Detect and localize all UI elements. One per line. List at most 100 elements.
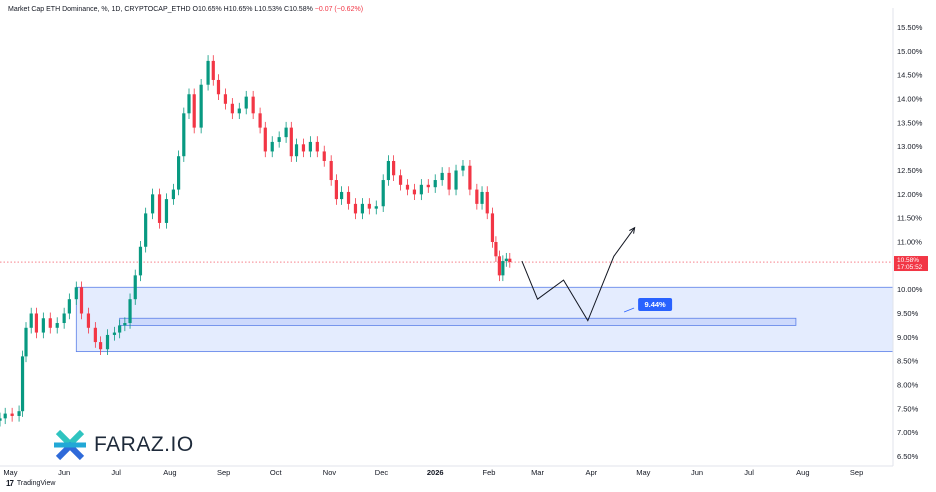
x-tick-label: May <box>3 468 17 477</box>
y-tick-label: 15.50% <box>897 23 923 32</box>
candle-body <box>105 334 110 350</box>
x-tick-label: Aug <box>796 468 809 477</box>
candle-body <box>392 160 396 176</box>
y-tick-label: 13.50% <box>897 118 923 127</box>
y-tick-label: 14.50% <box>897 71 923 80</box>
candle-body <box>177 156 181 190</box>
x-tick-label: Feb <box>483 468 496 477</box>
candle-body <box>461 165 465 171</box>
candle-body <box>381 180 385 207</box>
candle-body <box>98 342 103 350</box>
candle-body <box>3 413 7 419</box>
y-tick-label: 10.00% <box>897 285 923 294</box>
candle-body <box>263 127 267 152</box>
candle-body <box>211 60 215 80</box>
demand-zone-group <box>0 261 894 353</box>
candle-body <box>157 194 162 223</box>
candle-body <box>86 313 91 328</box>
x-tick-label: Oct <box>270 468 283 477</box>
candle-body <box>123 323 127 326</box>
candle-body <box>501 261 505 276</box>
candle-body <box>223 94 228 104</box>
candle-body <box>164 199 169 223</box>
candle-body <box>405 184 410 190</box>
projection-arrowhead <box>629 226 636 234</box>
candle-body <box>206 60 210 85</box>
candle-body <box>79 287 84 314</box>
candle-body <box>277 137 281 142</box>
candle-body <box>289 127 293 157</box>
y-tick-label: 7.00% <box>897 428 919 437</box>
x-tick-label: May <box>636 468 650 477</box>
candle-body <box>62 313 66 324</box>
x-tick-label: Jul <box>744 468 754 477</box>
candle-body <box>138 246 143 276</box>
x-tick-label: Dec <box>375 468 389 477</box>
candle-body <box>294 144 299 157</box>
candle-body <box>386 160 391 181</box>
candle-body <box>398 175 403 185</box>
x-tick-label: Apr <box>585 468 597 477</box>
candle-body <box>150 194 155 214</box>
y-tick-label: 12.50% <box>897 166 923 175</box>
price-badge-countdown: 17:05:52 <box>897 264 923 271</box>
candle-body <box>171 189 175 200</box>
candle-body <box>440 172 444 181</box>
y-tick-label: 11.50% <box>897 214 922 223</box>
candle-body <box>433 180 437 188</box>
high-value: H10.65% <box>223 6 253 13</box>
candle-body <box>270 141 274 152</box>
candle-body <box>10 413 14 416</box>
y-tick-label: 9.00% <box>897 333 919 342</box>
candle-body <box>353 203 358 214</box>
candles-group <box>0 55 512 427</box>
candle-body <box>199 84 203 128</box>
y-tick-label: 9.50% <box>897 309 919 318</box>
candle-body <box>490 213 495 242</box>
candle-body <box>322 151 326 161</box>
projection-path <box>521 227 636 322</box>
symbol-legend[interactable]: Market Cap ETH Dominance, %, 1D, CRYPTOC… <box>8 6 363 13</box>
x-tick-label: Jun <box>691 468 703 477</box>
candle-body <box>360 203 365 214</box>
watermark-text: FARAZ.IO <box>94 433 194 456</box>
price-badge-value: 10.58% <box>897 257 919 264</box>
annotation-badge <box>638 297 673 311</box>
y-tick-label: 12.00% <box>897 190 923 199</box>
candle-body <box>29 313 33 328</box>
candle-body <box>412 189 417 195</box>
candle-body <box>419 184 423 195</box>
low-value: L10.53% <box>254 6 283 13</box>
candle-body <box>426 184 430 188</box>
y-tick-label: 11.00% <box>897 238 922 247</box>
candle-body <box>339 191 344 200</box>
inner-zone <box>119 317 797 326</box>
candle-body <box>182 113 186 157</box>
axes-group: 15.50% 15.00% 14.50% 14.00% 13.50% 13.00% 12.5… <box>0 8 928 477</box>
tradingview-brand[interactable]: 17 TradingView <box>6 479 55 488</box>
candle-body <box>93 327 97 343</box>
candle-body <box>41 318 45 333</box>
candle-body <box>258 113 262 128</box>
tradingview-label: TradingView <box>16 480 56 487</box>
candle-body <box>192 94 196 128</box>
candle-body <box>34 313 39 333</box>
x-tick-label: Jul <box>111 468 121 477</box>
candle-body <box>485 191 489 214</box>
watermark: FARAZ.IO <box>52 428 194 462</box>
tradingview-logo-icon: 17 <box>6 479 14 488</box>
symbol-title: Market Cap ETH Dominance, %, 1D, CRYPTOC… <box>8 6 191 13</box>
open-value: O10.65% <box>192 6 222 13</box>
candle-body <box>334 180 338 200</box>
x-tick-label: Jun <box>58 468 70 477</box>
candle-body <box>494 242 498 257</box>
y-tick-label: 8.50% <box>897 357 919 366</box>
candle-body <box>128 299 132 324</box>
candle-body <box>112 332 117 335</box>
candle-body <box>17 411 21 416</box>
candle-body <box>367 203 371 209</box>
candle-body <box>468 165 472 190</box>
candle-body <box>67 299 71 314</box>
change-value: −0.07 (−0.62%) <box>314 6 364 13</box>
